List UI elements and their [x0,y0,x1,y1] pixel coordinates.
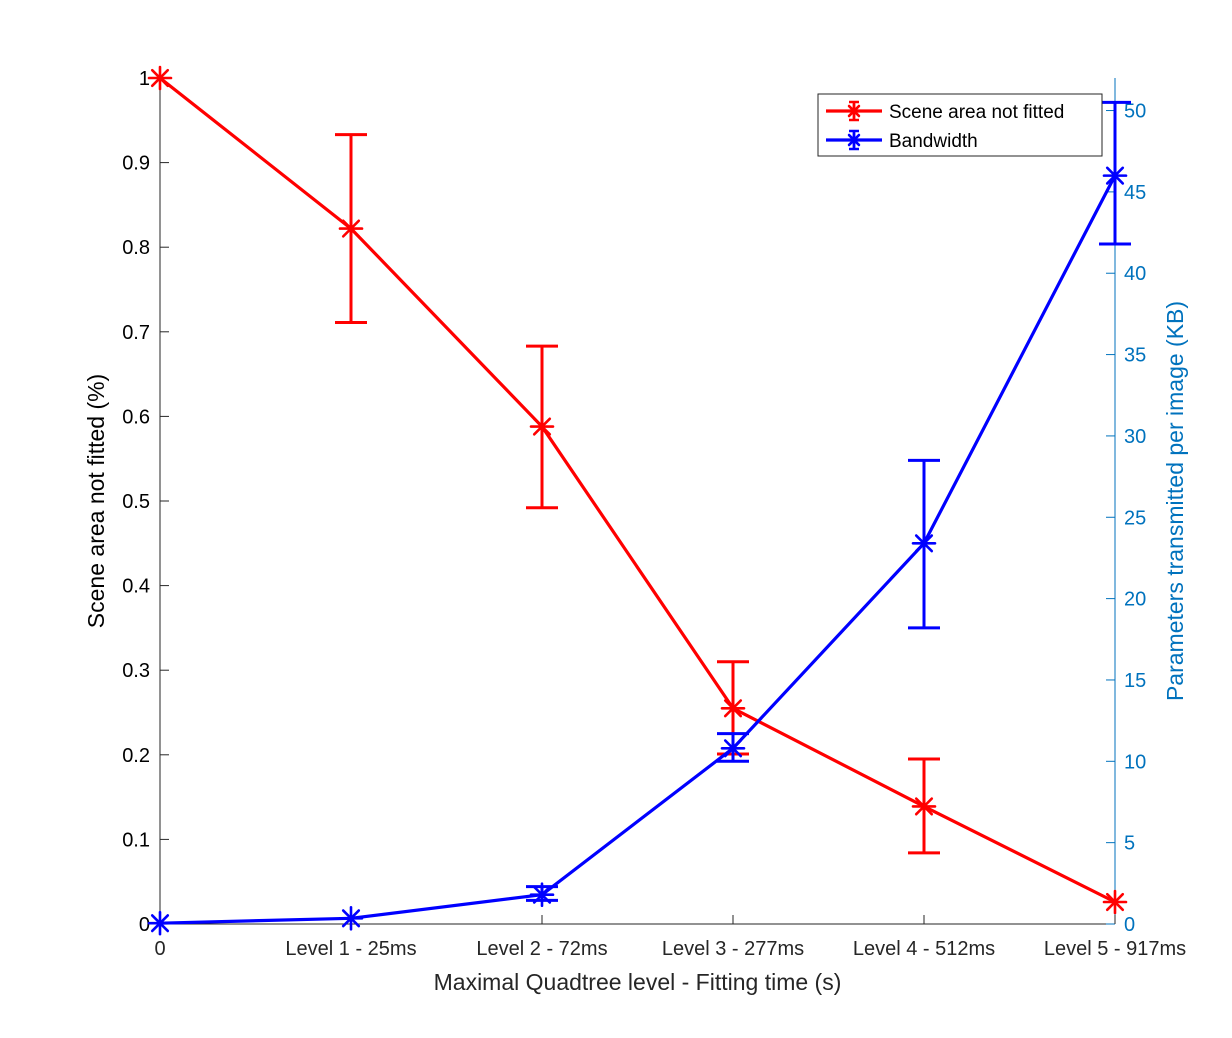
right-y-tick-label: 10 [1124,751,1146,773]
x-ticks: 0 Level 1 - 25ms Level 2 - 72ms Level 3 - 2… [154,915,1186,960]
left-y-tick-label: 0.2 [122,745,150,767]
legend-items: Scene area not fitted Bandwidth [826,100,1064,152]
left-y-tick-label: 0.1 [122,829,150,851]
legend-label: Scene area not fitted [889,102,1064,123]
data-point-scene-area-not-fitted [720,695,746,721]
x-tick-label: Level 3 - 277ms [662,938,804,960]
left-y-tick-label: 0.8 [122,237,150,259]
data-point-bandwidth-stroke [341,909,361,928]
right-y-tick-label: 30 [1124,426,1146,448]
x-tick-label: Level 2 - 72ms [476,938,607,960]
series-line-scene-area-not-fitted [159,76,1116,904]
data-point-bandwidth-stroke [150,914,170,933]
legend-label: Bandwidth [889,131,978,152]
legend-marker-stroke [847,133,861,147]
data-point-scene-area-not-fitted-stroke [723,699,743,718]
series-line-bandwidth [159,174,1117,925]
left-y-ticks: 0 0.1 0.2 0.3 0.4 0.5 0.6 0.7 0.8 0.9 1 [122,68,169,936]
x-tick-label: 0 [154,938,165,960]
data-point-bandwidth-stroke [914,534,934,553]
data-point-bandwidth [147,910,173,936]
right-y-tick-label: 20 [1124,589,1146,611]
data-point-scene-area-not-fitted-stroke [1105,892,1125,912]
right-y-tick-label: 25 [1124,507,1146,529]
right-y-tick-label: 35 [1124,345,1146,367]
data-point-scene-area-not-fitted [911,794,937,819]
legend: Scene area not fitted Bandwidth [817,93,1103,157]
legend-item-scene-area-not-fitted: Scene area not fitted [826,100,1064,123]
x-tick-label: Level 4 - 512ms [853,938,995,960]
series-layer [147,65,1131,936]
plot-area [160,78,1115,924]
right-y-tick-label: 50 [1124,101,1146,123]
left-y-tick-label: 0.3 [122,660,150,682]
data-point-bandwidth-stroke [1105,166,1125,185]
left-y-tick-label: 0.5 [122,491,150,513]
x-tick-label: Level 5 - 917ms [1044,938,1186,960]
left-y-tick-label: 0.7 [122,322,150,344]
data-point-scene-area-not-fitted-stroke [150,68,170,88]
data-point-bandwidth [529,882,555,908]
data-point-scene-area-not-fitted [338,216,364,241]
left-y-axis-title: Scene area not fitted (%) [83,374,109,628]
left-y-tick-label: 0.9 [122,153,150,175]
data-point-scene-area-not-fitted-stroke [914,797,934,816]
left-y-tick-label: 0 [139,914,150,936]
legend-item-bandwidth: Bandwidth [826,129,978,152]
right-y-ticks: 0 5 10 15 20 25 30 35 40 45 50 [1106,101,1146,936]
data-point-bandwidth [338,906,364,931]
legend-marker-stroke [847,104,861,118]
left-y-tick-label: 1 [139,68,150,90]
right-y-axis-title: Parameters transmitted per image (KB) [1162,301,1188,701]
data-point-bandwidth [911,530,937,556]
series-bandwidth [147,100,1131,936]
legend-marker [845,131,863,149]
right-y-tick-label: 45 [1124,182,1146,204]
data-point-scene-area-not-fitted-stroke [341,219,361,238]
right-y-tick-label: 0 [1124,914,1135,936]
right-y-tick-label: 5 [1124,833,1135,855]
data-point-scene-area-not-fitted-stroke [532,417,552,436]
data-point-bandwidth [1102,163,1128,188]
left-y-tick-label: 0.4 [122,576,150,598]
x-axis-title: Maximal Quadtree level - Fitting time (s… [434,969,842,995]
series-scene-area-not-fitted [147,65,1128,915]
data-point-scene-area-not-fitted [529,414,555,439]
legend-box [817,93,1103,157]
right-y-tick-label: 40 [1124,263,1146,285]
data-point-scene-area-not-fitted [147,65,173,91]
data-point-bandwidth-stroke [723,739,743,758]
right-y-tick-label: 15 [1124,670,1146,692]
legend-marker [845,102,863,120]
data-point-bandwidth-stroke [532,885,552,904]
x-tick-label: Level 1 - 25ms [285,938,416,960]
data-point-bandwidth [720,735,746,761]
left-y-tick-label: 0.6 [122,406,150,428]
data-point-scene-area-not-fitted [1102,889,1128,915]
